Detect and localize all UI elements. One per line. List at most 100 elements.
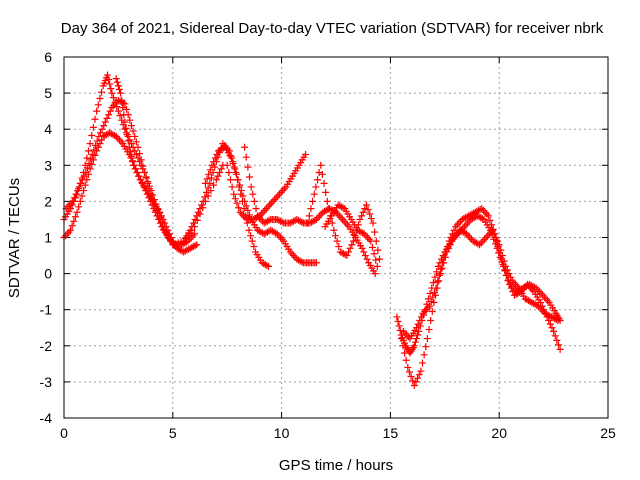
data-point bbox=[410, 382, 418, 390]
data-point bbox=[371, 228, 379, 236]
data-point bbox=[422, 343, 430, 351]
data-point bbox=[349, 237, 357, 245]
data-point bbox=[331, 232, 339, 240]
data-point bbox=[543, 313, 551, 321]
data-point bbox=[488, 221, 496, 229]
data-point bbox=[86, 140, 94, 148]
data-point bbox=[226, 176, 234, 184]
data-point bbox=[95, 132, 103, 140]
data-point bbox=[75, 183, 83, 191]
y-tick-label: 4 bbox=[44, 121, 52, 137]
data-point bbox=[239, 192, 247, 200]
data-point bbox=[474, 240, 482, 248]
data-point bbox=[314, 176, 322, 184]
data-point bbox=[376, 255, 384, 263]
data-point bbox=[214, 172, 222, 180]
data-point bbox=[117, 89, 125, 97]
data-point bbox=[123, 131, 131, 139]
y-tick-label: -2 bbox=[40, 338, 53, 354]
data-point bbox=[156, 208, 164, 216]
y-tick-label: 0 bbox=[44, 266, 52, 282]
data-point bbox=[137, 156, 145, 164]
data-point bbox=[357, 228, 365, 236]
data-point bbox=[141, 169, 149, 177]
data-point bbox=[373, 262, 381, 270]
data-point bbox=[241, 197, 249, 205]
data-point bbox=[127, 122, 135, 130]
data-point bbox=[83, 154, 91, 162]
data-point bbox=[486, 216, 494, 224]
data-point bbox=[263, 261, 271, 269]
data-point bbox=[414, 331, 422, 339]
data-point bbox=[274, 192, 282, 200]
data-point bbox=[91, 115, 99, 123]
data-point bbox=[496, 249, 504, 257]
data-point bbox=[481, 235, 489, 243]
data-point bbox=[108, 104, 116, 112]
data-point bbox=[455, 219, 463, 227]
data-point bbox=[545, 317, 553, 325]
data-point bbox=[417, 367, 425, 375]
data-point bbox=[77, 179, 85, 187]
data-point bbox=[70, 194, 78, 202]
data-point bbox=[133, 169, 141, 177]
data-point bbox=[343, 252, 351, 260]
data-point bbox=[210, 181, 218, 189]
data-point bbox=[164, 226, 172, 234]
data-point bbox=[81, 181, 89, 189]
data-point bbox=[499, 261, 507, 269]
data-point bbox=[90, 146, 98, 154]
data-point bbox=[402, 356, 410, 364]
data-point bbox=[415, 371, 423, 379]
data-point bbox=[159, 215, 167, 223]
data-point bbox=[235, 204, 243, 212]
data-point bbox=[69, 197, 77, 205]
data-point bbox=[203, 175, 211, 183]
data-point bbox=[80, 172, 88, 180]
data-point bbox=[72, 190, 80, 198]
data-point bbox=[129, 127, 137, 135]
data-point bbox=[244, 206, 252, 214]
data-point bbox=[298, 258, 306, 266]
data-point bbox=[132, 138, 140, 146]
data-point bbox=[110, 94, 118, 102]
data-point bbox=[507, 284, 515, 292]
data-point bbox=[429, 293, 437, 301]
data-point bbox=[103, 114, 111, 122]
data-point bbox=[431, 273, 439, 281]
data-point bbox=[244, 163, 252, 171]
data-point bbox=[98, 88, 106, 96]
data-point bbox=[497, 255, 505, 263]
data-point bbox=[105, 76, 113, 84]
data-point bbox=[358, 212, 366, 220]
data-point bbox=[435, 271, 443, 279]
data-point bbox=[122, 124, 130, 132]
data-point bbox=[482, 234, 490, 241]
data-point bbox=[263, 217, 271, 225]
data-point bbox=[193, 212, 201, 220]
series-arc11 bbox=[393, 212, 564, 357]
data-point bbox=[98, 125, 106, 133]
data-point bbox=[206, 166, 214, 174]
data-point bbox=[71, 213, 79, 221]
data-point bbox=[117, 138, 125, 146]
data-point bbox=[132, 150, 140, 158]
data-point bbox=[157, 212, 165, 220]
data-point bbox=[126, 136, 134, 144]
data-point bbox=[252, 205, 260, 213]
data-point bbox=[477, 239, 485, 247]
y-axis-label: SDTVAR / TECUs bbox=[6, 178, 23, 298]
data-point bbox=[360, 248, 368, 256]
data-point bbox=[114, 107, 122, 115]
data-point bbox=[414, 320, 422, 328]
data-point bbox=[413, 324, 421, 332]
data-point bbox=[307, 205, 315, 213]
data-point bbox=[476, 206, 484, 214]
data-point bbox=[337, 214, 345, 222]
data-point bbox=[462, 221, 470, 229]
data-point bbox=[169, 237, 177, 245]
data-point bbox=[322, 188, 330, 196]
data-point bbox=[94, 101, 102, 109]
data-point bbox=[115, 85, 123, 93]
data-point bbox=[80, 187, 88, 195]
